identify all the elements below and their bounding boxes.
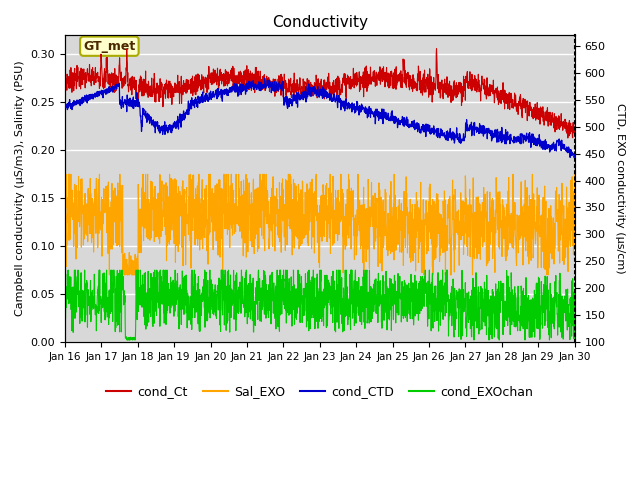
Title: Conductivity: Conductivity <box>272 15 368 30</box>
Y-axis label: Campbell conductivity (μS/m3), Salinity (PSU): Campbell conductivity (μS/m3), Salinity … <box>15 61 25 316</box>
Text: GT_met: GT_met <box>83 40 136 53</box>
Bar <box>65 36 575 150</box>
Bar <box>65 150 575 342</box>
Legend: cond_Ct, Sal_EXO, cond_CTD, cond_EXOchan: cond_Ct, Sal_EXO, cond_CTD, cond_EXOchan <box>101 380 538 403</box>
Y-axis label: CTD, EXO conductivity (μs/cm): CTD, EXO conductivity (μs/cm) <box>615 103 625 274</box>
